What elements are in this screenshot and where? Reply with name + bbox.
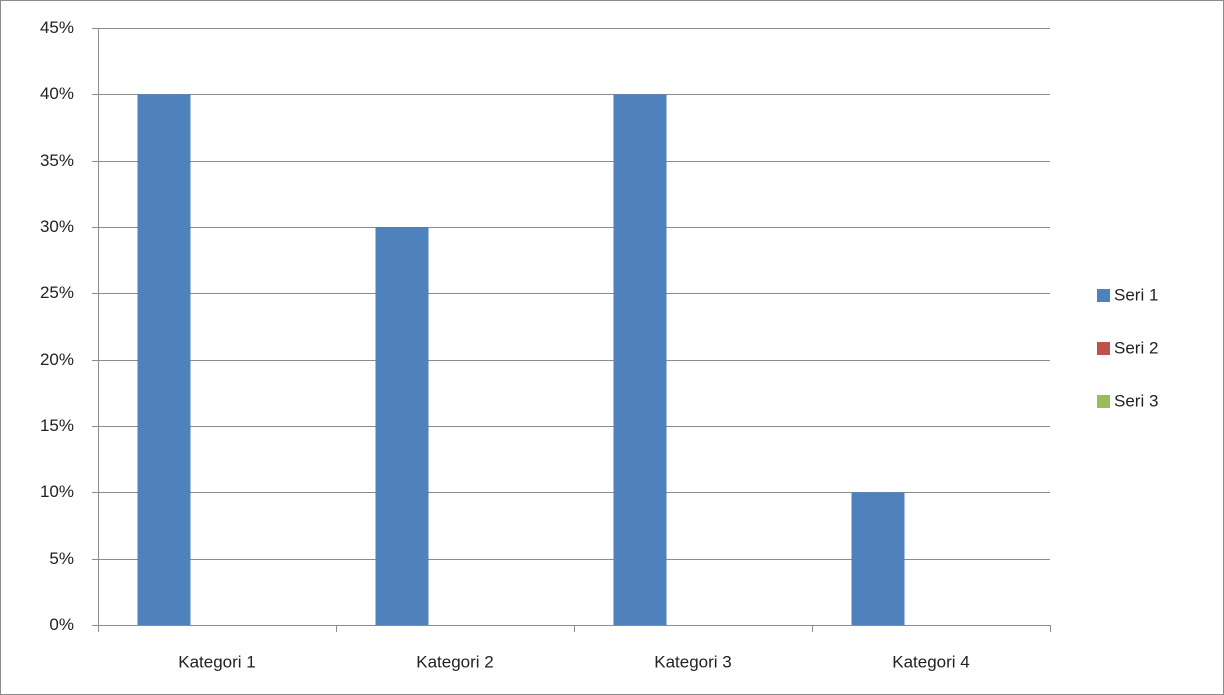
y-tick-label: 25% <box>40 283 74 302</box>
x-category-label: Kategori 2 <box>416 652 494 671</box>
bar-seri-1 <box>137 94 191 626</box>
legend-label: Seri 2 <box>1114 338 1158 357</box>
bar-seri-1 <box>613 94 667 626</box>
bar-seri-1 <box>375 227 429 625</box>
y-tick-label: 0% <box>49 615 74 634</box>
y-tick-label: 35% <box>40 151 74 170</box>
legend-swatch <box>1097 395 1110 408</box>
y-tick-label: 15% <box>40 416 74 435</box>
legend-swatch <box>1097 342 1110 355</box>
x-category-label: Kategori 4 <box>892 652 970 671</box>
axes <box>92 28 1051 632</box>
y-tick-label: 5% <box>49 549 74 568</box>
x-category-label: Kategori 3 <box>654 652 732 671</box>
x-axis-category-labels: Kategori 1 Kategori 2 Kategori 3 Kategori 4 <box>178 652 970 671</box>
gridlines <box>98 28 1050 560</box>
legend-label: Seri 1 <box>1114 285 1158 304</box>
y-tick-label: 40% <box>40 84 74 103</box>
legend-swatch <box>1097 289 1110 302</box>
bars <box>137 94 905 626</box>
x-category-label: Kategori 1 <box>178 652 256 671</box>
legend: Seri 1 Seri 2 Seri 3 <box>1097 285 1158 410</box>
y-tick-label: 20% <box>40 350 74 369</box>
y-axis-tick-labels: 0% 5% 10% 15% 20% 25% 30% 35% 40% 45% <box>40 18 74 634</box>
bar-seri-1 <box>851 492 905 625</box>
y-tick-label: 30% <box>40 217 74 236</box>
y-tick-label: 45% <box>40 18 74 37</box>
y-tick-label: 10% <box>40 482 74 501</box>
legend-label: Seri 3 <box>1114 391 1158 410</box>
